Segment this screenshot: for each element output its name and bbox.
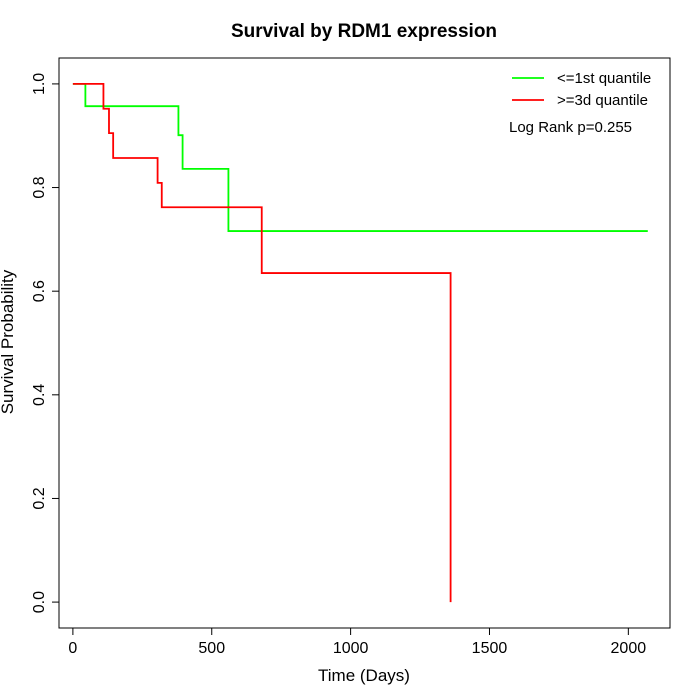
x-tick-label: 500 — [198, 640, 225, 657]
y-tick-label: 0.2 — [31, 487, 48, 509]
legend-label-high: >=3d quantile — [557, 92, 648, 109]
x-axis-label: Time (Days) — [318, 666, 410, 685]
log-rank-annotation: Log Rank p=0.255 — [509, 119, 632, 136]
y-axis-label: Survival Probability — [0, 269, 17, 414]
y-tick-label: 0.6 — [31, 280, 48, 302]
y-tick-label: 0.4 — [31, 384, 48, 406]
legend: <=1st quantile >=3d quantile — [512, 70, 651, 109]
y-tick-label: 0.0 — [31, 591, 48, 613]
x-tick-label: 1000 — [333, 640, 369, 657]
legend-label-low: <=1st quantile — [557, 70, 651, 87]
x-axis: 0 500 1000 1500 2000 — [68, 627, 647, 657]
series-layer — [72, 83, 648, 603]
series-line-1 — [72, 83, 452, 603]
x-tick-label: 0 — [68, 640, 77, 657]
plot-frame — [58, 57, 671, 629]
chart-title: Survival by RDM1 expression — [231, 21, 497, 42]
y-axis: 0.0 0.2 0.4 0.6 0.8 1.0 — [31, 73, 60, 613]
y-tick-label: 1.0 — [31, 73, 48, 95]
y-tick-label: 0.8 — [31, 176, 48, 198]
series-line-0 — [72, 83, 648, 232]
x-tick-label: 1500 — [472, 640, 508, 657]
x-tick-label: 2000 — [611, 640, 647, 657]
